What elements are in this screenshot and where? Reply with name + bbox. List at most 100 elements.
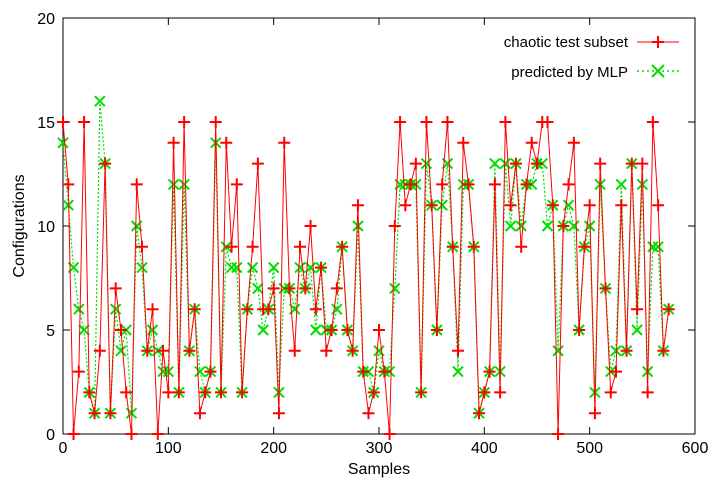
data-point-chaotic-test-subset [357,365,370,378]
data-point-chaotic-test-subset [520,178,533,191]
data-point-chaotic-test-subset [494,386,507,399]
data-point-chaotic-test-subset [473,407,486,420]
data-point-chaotic-test-subset [604,386,617,399]
data-point-predicted-by-mlp [489,157,501,170]
data-point-chaotic-test-subset [351,199,364,212]
data-point-chaotic-test-subset [652,199,665,212]
data-point-chaotic-test-subset [546,199,559,212]
data-point-chaotic-test-subset [367,386,380,399]
series-line-predicted-by-mlp [62,101,670,414]
data-point-chaotic-test-subset [531,157,543,170]
series-line-chaotic-test-subset [62,121,670,435]
data-point-chaotic-test-subset [188,303,201,316]
data-point-chaotic-test-subset [72,365,85,378]
data-point-chaotic-test-subset [162,386,175,399]
data-point-chaotic-test-subset [283,282,296,295]
data-point-chaotic-test-subset [662,303,675,316]
data-point-chaotic-test-subset [83,386,96,399]
data-point-chaotic-test-subset [120,386,133,399]
data-point-chaotic-test-subset [409,157,422,170]
data-point-chaotic-test-subset [146,303,159,316]
data-point-chaotic-test-subset [241,303,254,316]
data-point-predicted-by-mlp [568,220,580,232]
data-point-chaotic-test-subset [488,178,501,191]
data-point-chaotic-test-subset [483,365,496,378]
data-point-chaotic-test-subset [88,407,101,420]
data-point-chaotic-test-subset [383,428,396,440]
data-point-predicted-by-mlp [252,282,264,295]
data-point-chaotic-test-subset [541,116,554,128]
data-point-chaotic-test-subset [573,324,586,336]
data-point-predicted-by-mlp [194,365,206,378]
data-point-chaotic-test-subset [67,428,80,440]
x-tick-label: 400 [471,440,498,457]
data-point-predicted-by-mlp [73,303,85,315]
data-point-chaotic-test-subset [346,344,359,357]
data-point-predicted-by-mlp [504,220,517,232]
data-point-chaotic-test-subset [288,344,301,357]
data-point-chaotic-test-subset [341,324,354,336]
legend-marker-predicted-by-mlp [651,64,665,78]
data-point-chaotic-test-subset [141,344,154,357]
data-point-predicted-by-mlp [652,241,664,253]
data-point-chaotic-test-subset [251,157,264,170]
data-point-chaotic-test-subset [657,344,670,357]
data-point-chaotic-test-subset [599,282,612,295]
data-point-chaotic-test-subset [562,178,575,191]
data-point-chaotic-test-subset [183,344,196,357]
y-tick-label: 0 [46,427,55,444]
data-point-chaotic-test-subset [62,178,75,191]
data-point-chaotic-test-subset [320,344,333,357]
data-point-chaotic-test-subset [325,324,338,336]
data-point-chaotic-test-subset [646,116,659,128]
data-point-predicted-by-mlp [267,261,280,274]
data-point-chaotic-test-subset [199,386,212,399]
data-point-chaotic-test-subset [615,199,628,212]
data-point-chaotic-test-subset [430,324,443,336]
data-point-chaotic-test-subset [262,303,275,316]
data-point-chaotic-test-subset [478,386,491,399]
data-point-chaotic-test-subset [467,240,480,253]
data-point-chaotic-test-subset [388,220,401,232]
data-point-chaotic-test-subset [330,282,343,295]
data-point-chaotic-test-subset [378,365,391,378]
data-point-chaotic-test-subset [267,282,280,295]
data-point-chaotic-test-subset [278,136,291,149]
data-point-chaotic-test-subset [57,116,69,128]
data-point-chaotic-test-subset [109,282,122,295]
legend-label-chaotic-test-subset: chaotic test subset [504,34,629,51]
data-point-chaotic-test-subset [78,116,91,128]
x-tick-label: 500 [576,440,603,457]
data-point-chaotic-test-subset [230,178,243,191]
data-point-chaotic-test-subset [204,365,217,378]
y-tick-label: 10 [37,219,55,236]
x-tick-label: 0 [59,440,68,457]
data-point-chaotic-test-subset [441,116,454,128]
data-point-chaotic-test-subset [125,428,138,440]
data-point-chaotic-test-subset [404,178,417,191]
data-point-chaotic-test-subset [525,136,538,149]
data-point-predicted-by-mlp [610,345,622,357]
legend: chaotic test subset predicted by MLP [504,34,679,81]
x-tick-label: 100 [155,440,182,457]
data-point-chaotic-test-subset [394,116,407,128]
axis-ticks: 0 100 200 300 400 500 600 0 5 10 15 20 [37,11,708,457]
data-point-chaotic-test-subset [246,240,259,253]
data-point-chaotic-test-subset [641,386,654,399]
data-point-chaotic-test-subset [610,365,622,378]
data-point-chaotic-test-subset [457,136,470,149]
data-point-predicted-by-mlp [94,95,106,107]
data-point-chaotic-test-subset [631,303,644,316]
data-point-chaotic-test-subset [415,386,428,399]
data-point-chaotic-test-subset [636,157,649,170]
data-point-chaotic-test-subset [499,116,512,128]
data-point-chaotic-test-subset [93,344,106,357]
data-point-chaotic-test-subset [114,324,127,336]
plot-area [57,95,675,440]
data-point-chaotic-test-subset [315,261,328,274]
data-point-predicted-by-mlp [115,345,127,357]
data-point-predicted-by-mlp [136,261,148,274]
data-point-chaotic-test-subset [294,240,306,253]
data-point-predicted-by-mlp [231,261,243,274]
data-point-predicted-by-mlp [78,324,90,336]
